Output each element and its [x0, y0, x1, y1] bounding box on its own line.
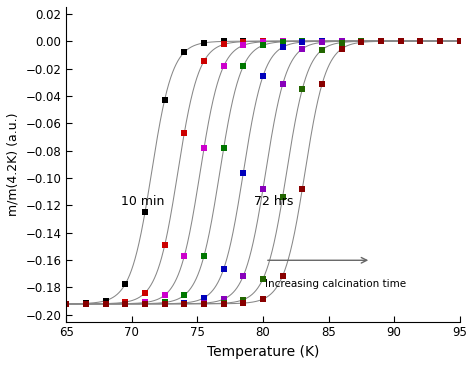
Text: 10 min: 10 min: [121, 195, 165, 208]
Text: Increasing calcination time: Increasing calcination time: [265, 279, 406, 289]
X-axis label: Temperature (K): Temperature (K): [207, 345, 319, 359]
Text: 72 hrs: 72 hrs: [254, 195, 293, 208]
Y-axis label: m/m(4.2K) (a.u.): m/m(4.2K) (a.u.): [7, 112, 20, 216]
